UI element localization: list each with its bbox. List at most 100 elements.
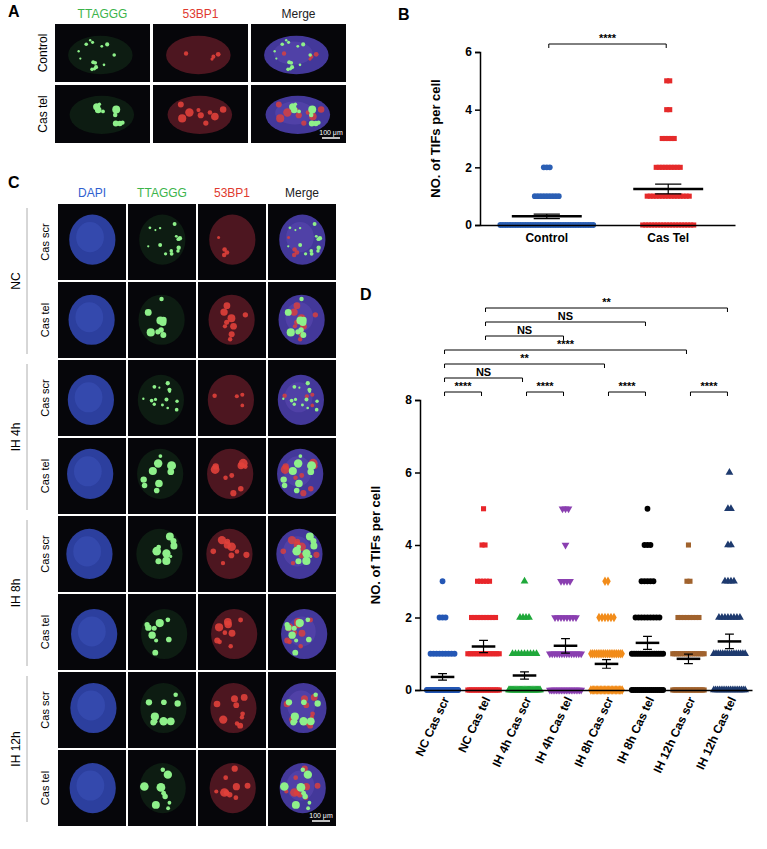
focus-telomere — [167, 717, 175, 725]
focus-53bp1 — [239, 459, 248, 468]
focus-telomere — [295, 558, 301, 564]
focus-53bp1 — [243, 552, 249, 558]
axis-line — [481, 225, 736, 227]
focus-telomere — [315, 408, 319, 412]
image-ground — [251, 24, 346, 82]
focus-telomere — [304, 397, 308, 401]
significance-bracket — [486, 322, 646, 326]
nucleus-core — [287, 690, 315, 720]
row-label: Cas scr — [39, 223, 51, 261]
micrograph — [58, 204, 126, 280]
nucleus — [278, 295, 324, 345]
focus-telomere — [304, 252, 307, 255]
focus-telomere — [152, 385, 156, 389]
nucleus — [280, 683, 326, 733]
focus-53bp1 — [220, 106, 227, 113]
nucleus-core — [78, 616, 106, 646]
focus-53bp1 — [196, 108, 200, 112]
focus-telomere — [294, 398, 297, 401]
focus-telomere — [90, 68, 94, 72]
image-ground — [198, 594, 266, 670]
focus-telomere — [285, 624, 291, 630]
focus-telomere — [152, 626, 157, 631]
dot-plot-1: 02468NC Cas scrNC Cas telIH 4h Cas scrIH… — [368, 296, 753, 775]
image-ground — [58, 516, 126, 592]
focus-telomere — [145, 624, 151, 630]
nucleus — [206, 529, 252, 579]
focus-telomere — [155, 558, 161, 564]
focus-telomere — [169, 249, 173, 253]
focus-53bp1 — [282, 393, 286, 397]
tick-label: 2 — [465, 161, 472, 175]
group-label: IH 4h — [9, 423, 23, 452]
focus-telomere — [306, 381, 310, 385]
focus-telomere — [308, 106, 316, 114]
focus-53bp1 — [203, 120, 208, 125]
focus-53bp1 — [240, 393, 244, 397]
micrograph — [198, 438, 266, 514]
focus-53bp1 — [232, 766, 238, 772]
focus-53bp1 — [228, 644, 233, 649]
error-bar — [725, 634, 734, 649]
x-tick: NC Cas scr — [413, 690, 453, 758]
focus-53bp1 — [224, 302, 231, 309]
focus-53bp1 — [229, 331, 235, 337]
image-ground — [128, 204, 196, 280]
focus-telomere — [313, 693, 318, 698]
column-header: 53BP1 — [182, 7, 218, 21]
nucleus — [67, 449, 113, 499]
focus-53bp1 — [315, 783, 321, 789]
focus-53bp1 — [230, 323, 237, 330]
focus-53bp1 — [230, 490, 236, 496]
focus-telomere — [165, 617, 170, 622]
data-point — [687, 194, 692, 199]
focus-53bp1 — [299, 473, 304, 478]
column-header: Merge — [281, 7, 315, 21]
axis-title: NO. of TIFs per cell — [368, 486, 383, 604]
micrograph — [251, 85, 346, 143]
focus-telomere — [315, 235, 318, 238]
focus-telomere — [315, 399, 318, 402]
focus-telomere — [282, 398, 284, 400]
focus-53bp1 — [243, 312, 248, 317]
micrograph — [58, 438, 126, 514]
nucleus — [140, 763, 186, 813]
data-point — [481, 506, 486, 511]
focus-telomere — [289, 467, 297, 475]
micrograph — [198, 750, 266, 826]
focus-53bp1 — [298, 337, 302, 341]
focus-53bp1 — [287, 236, 290, 239]
micrograph — [58, 360, 126, 436]
focus-53bp1 — [295, 539, 300, 544]
y-tick: 0 — [465, 218, 480, 232]
focus-53bp1 — [219, 715, 227, 723]
focus-telomere — [306, 533, 314, 541]
focus-telomere — [292, 650, 298, 656]
focus-telomere — [112, 106, 120, 114]
focus-53bp1 — [288, 536, 296, 544]
micrograph — [268, 282, 336, 358]
tick-label: IH 8h Cas tel — [614, 695, 657, 766]
focus-telomere — [287, 245, 289, 247]
micrograph — [58, 750, 126, 826]
focus-53bp1 — [280, 549, 286, 555]
nucleus — [138, 295, 184, 345]
micrograph — [268, 672, 336, 748]
micrograph — [198, 204, 266, 280]
focus-53bp1 — [240, 404, 244, 408]
focus-telomere — [280, 782, 289, 791]
focus-telomere — [77, 50, 79, 52]
data-point — [667, 107, 672, 112]
micrograph — [198, 672, 266, 748]
axis-line — [415, 401, 421, 691]
group-label: IH 12h — [9, 731, 23, 766]
micrograph — [128, 204, 196, 280]
nucleus — [68, 375, 114, 425]
focus-telomere — [147, 328, 155, 336]
scale-bar — [312, 820, 330, 822]
focus-53bp1 — [235, 549, 240, 554]
nucleus — [280, 763, 326, 813]
micrograph — [268, 750, 336, 826]
focus-53bp1 — [223, 630, 228, 635]
tick-label: 4 — [405, 538, 412, 552]
